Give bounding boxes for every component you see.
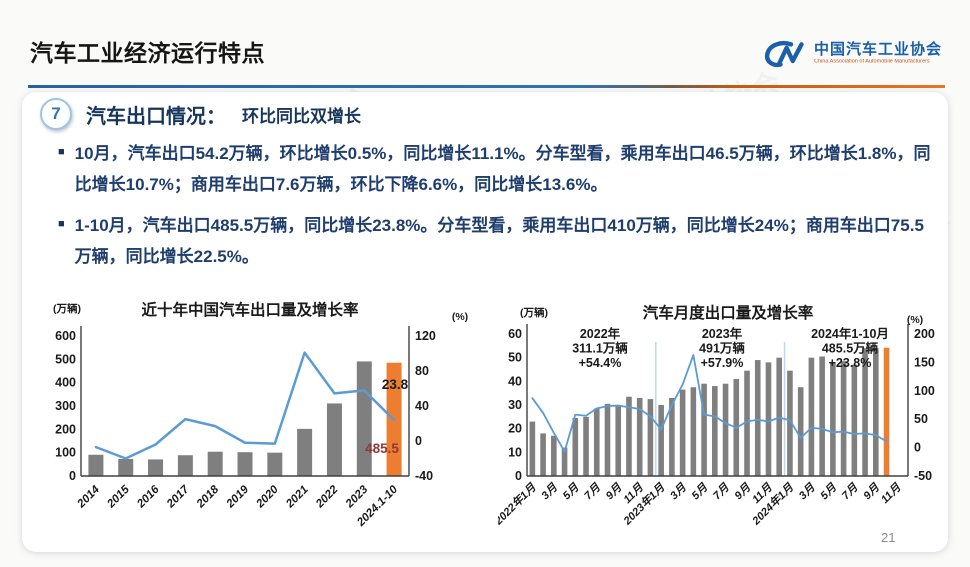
list-item: ■ 1-10月，汽车出口485.5万辆，同比增长23.8%。分车型看，乘用车出口… — [58, 210, 934, 273]
chart-decade-export: 0 100 200 300 400 500 600 -40 0 40 80 120 (万辆) (%) 近十年… — [45, 296, 485, 546]
caam-logo-en: China Association of Automobile Manufact… — [813, 58, 930, 65]
svg-text:2019: 2019 — [224, 483, 252, 511]
svg-text:2016: 2016 — [134, 483, 162, 511]
bullet-square-icon: ■ — [58, 217, 65, 230]
svg-text:400: 400 — [55, 376, 76, 390]
svg-text:300: 300 — [55, 399, 76, 413]
svg-text:30: 30 — [508, 398, 522, 412]
svg-text:2022: 2022 — [313, 483, 341, 511]
caam-logo-cn: 中国汽车工业协会 — [813, 41, 942, 59]
page-number: 21 — [881, 530, 896, 545]
svg-text:-50: -50 — [914, 469, 932, 483]
svg-text:近十年中国汽车出口量及增长率: 近十年中国汽车出口量及增长率 — [141, 300, 359, 319]
section-subtitle: 环比同比双增长 — [242, 106, 361, 126]
svg-text:2015: 2015 — [105, 483, 133, 511]
svg-text:(万辆): (万辆) — [53, 302, 81, 315]
svg-text:-40: -40 — [415, 469, 433, 483]
section-heading: 7 汽车出口情况： 环比同比双增长 — [40, 98, 361, 130]
svg-text:100: 100 — [914, 384, 935, 398]
bullet-text: 10月，汽车出口54.2万辆，环比增长0.5%，同比增长11.1%。分车型看，乘… — [74, 144, 931, 195]
svg-text:3月: 3月 — [797, 481, 818, 502]
svg-text:0: 0 — [515, 469, 522, 483]
svg-text:10: 10 — [508, 445, 522, 459]
svg-text:40: 40 — [508, 374, 522, 388]
svg-text:5月: 5月 — [561, 481, 582, 502]
svg-text:491万辆: 491万辆 — [699, 341, 745, 356]
svg-text:+57.9%: +57.9% — [701, 356, 744, 370]
caam-logo-text: 中国汽车工业协会 China Association of Automobile… — [814, 42, 942, 65]
svg-text:311.1万辆: 311.1万辆 — [572, 341, 628, 356]
svg-text:200: 200 — [55, 422, 76, 436]
svg-text:2014: 2014 — [75, 483, 103, 511]
svg-text:150: 150 — [914, 355, 935, 369]
svg-text:23.8: 23.8 — [382, 377, 409, 392]
svg-text:11月: 11月 — [879, 481, 904, 506]
svg-text:2021: 2021 — [283, 484, 310, 511]
svg-text:2023: 2023 — [343, 483, 371, 511]
svg-text:7月: 7月 — [711, 481, 732, 502]
svg-text:485.5万辆: 485.5万辆 — [822, 341, 879, 356]
chart-canvas: 0 10 20 30 40 50 60 -50 0 50 100 150 200 (万辆) (%) 汽车月度出… — [491, 303, 935, 528]
svg-text:485.5: 485.5 — [365, 441, 399, 456]
svg-text:50: 50 — [914, 412, 928, 426]
svg-text:7月: 7月 — [840, 481, 861, 502]
svg-text:5月: 5月 — [818, 481, 839, 502]
svg-text:3月: 3月 — [668, 481, 689, 502]
svg-text:100: 100 — [55, 446, 76, 460]
svg-text:200: 200 — [914, 327, 935, 341]
chart-canvas: 0 100 200 300 400 500 600 -40 0 40 80 120 (万辆) (%) 近十年… — [53, 300, 468, 529]
svg-text:0: 0 — [69, 469, 76, 483]
svg-text:2020: 2020 — [254, 483, 282, 511]
page-title: 汽车工业经济运行特点 — [30, 40, 265, 66]
svg-text:80: 80 — [415, 364, 429, 378]
svg-text:0: 0 — [415, 434, 422, 448]
svg-text:500: 500 — [55, 352, 76, 366]
svg-text:(%): (%) — [452, 311, 468, 323]
svg-text:(%): (%) — [907, 314, 923, 326]
svg-text:5月: 5月 — [690, 481, 711, 502]
caam-logo: 中国汽车工业协会 China Association of Automobile… — [761, 40, 942, 68]
svg-text:40: 40 — [415, 399, 429, 413]
svg-text:2017: 2017 — [164, 483, 192, 511]
chart-monthly-export: 0 10 20 30 40 50 60 -50 0 50 100 150 200 (万辆) (%) 汽车月度出… — [491, 296, 968, 556]
svg-text:7月: 7月 — [582, 481, 603, 502]
svg-text:0: 0 — [914, 441, 921, 455]
bullet-square-icon: ■ — [58, 146, 65, 158]
svg-text:汽车月度出口量及增长率: 汽车月度出口量及增长率 — [643, 303, 814, 322]
svg-text:50: 50 — [508, 351, 522, 365]
svg-text:600: 600 — [55, 329, 76, 343]
svg-text:2024年1-10月: 2024年1-10月 — [811, 326, 889, 341]
svg-text:+23.8%: +23.8% — [829, 356, 872, 370]
svg-text:2022年: 2022年 — [580, 326, 621, 341]
svg-text:2018: 2018 — [194, 483, 222, 511]
svg-text:3月: 3月 — [539, 481, 560, 502]
svg-text:20: 20 — [508, 422, 522, 436]
svg-text:+54.4%: +54.4% — [579, 356, 622, 370]
bullet-text: 1-10月，汽车出口485.5万辆，同比增长23.8%。分车型看，乘用车出口41… — [74, 215, 924, 267]
header-divider — [28, 85, 945, 88]
bullet-list: ■ 10月，汽车出口54.2万辆，环比增长0.5%，同比增长11.1%。分车型看… — [58, 138, 934, 282]
svg-text:120: 120 — [415, 329, 436, 343]
section-number-badge: 7 — [40, 98, 72, 130]
caam-logo-mark-icon — [764, 40, 804, 68]
list-item: ■ 10月，汽车出口54.2万辆，环比增长0.5%，同比增长11.1%。分车型看… — [58, 138, 934, 201]
svg-text:60: 60 — [508, 327, 522, 341]
svg-text:(万辆): (万辆) — [520, 306, 548, 319]
section-title: 汽车出口情况： — [86, 105, 226, 128]
svg-text:2022年1月: 2022年1月 — [498, 480, 539, 528]
svg-text:2023年: 2023年 — [702, 326, 743, 341]
